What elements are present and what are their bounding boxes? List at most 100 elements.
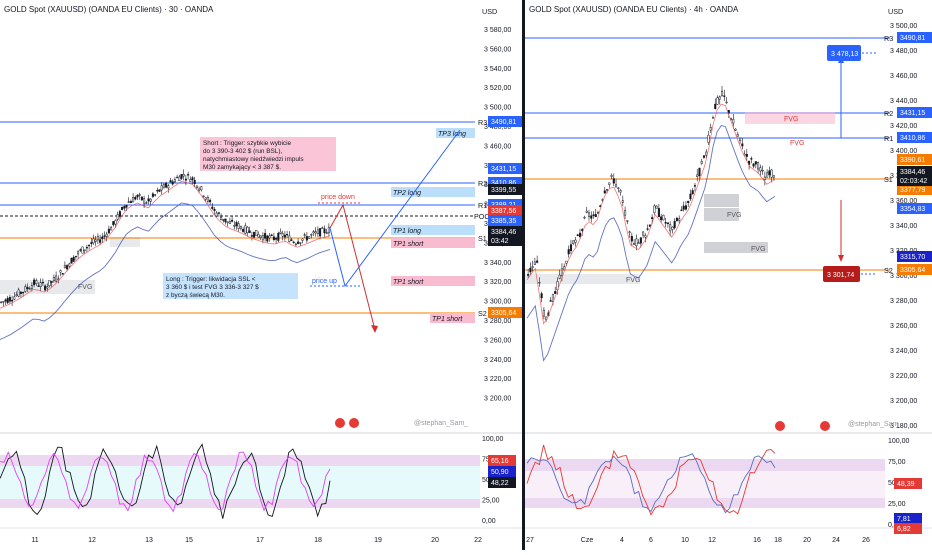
candle-body bbox=[19, 291, 22, 294]
price-tick-label: 3 540,00 bbox=[484, 66, 511, 73]
level-tag bbox=[897, 184, 932, 195]
pane-divider[interactable] bbox=[522, 0, 525, 550]
price-tick-label: 3 520,00 bbox=[484, 85, 511, 92]
candle-body bbox=[592, 214, 595, 216]
candle-body bbox=[653, 205, 656, 213]
level-tag bbox=[488, 116, 522, 127]
price-tag-value: 3390,61 bbox=[900, 157, 925, 164]
candle-body bbox=[639, 237, 642, 244]
candle-body bbox=[55, 275, 58, 282]
level-tag-value: 3377,79 bbox=[900, 187, 925, 194]
candle-body bbox=[314, 231, 317, 234]
right-up-callout[interactable] bbox=[827, 45, 861, 61]
left-tp1-short-box-a[interactable] bbox=[391, 238, 475, 248]
rsi-tag-value: 50,90 bbox=[491, 469, 509, 476]
candle-body bbox=[189, 179, 192, 182]
candle-body bbox=[594, 214, 597, 218]
candle-body bbox=[759, 167, 762, 172]
right-chart-pane[interactable]: GOLD Spot (XAUUSD) (OANDA EU Clients) · … bbox=[525, 5, 932, 544]
candle-body bbox=[187, 174, 190, 176]
candle-body bbox=[180, 174, 183, 179]
left-us-flag-icon-2[interactable] bbox=[349, 418, 359, 428]
price-tick-label: 3 340,00 bbox=[890, 223, 917, 230]
left-long-note-box[interactable] bbox=[163, 273, 298, 299]
candle-body bbox=[248, 230, 251, 233]
price-tick-label: 3 280,00 bbox=[890, 298, 917, 305]
price-tick-label: 3 400,00 bbox=[890, 148, 917, 155]
time-tick-label: 12 bbox=[88, 537, 96, 544]
candle-body bbox=[646, 228, 649, 230]
candle-body bbox=[603, 190, 606, 194]
time-tick-label: 18 bbox=[314, 537, 322, 544]
candle-body bbox=[768, 170, 771, 176]
candle-body bbox=[540, 293, 543, 299]
price-tag bbox=[897, 166, 932, 177]
candle-body bbox=[673, 221, 676, 229]
left-fvg-label: FVG bbox=[78, 284, 92, 291]
right-up-callout-value: 3 478,13 bbox=[831, 51, 858, 58]
left-tp2-long-box[interactable] bbox=[391, 187, 475, 197]
candle-body bbox=[217, 212, 220, 214]
candle-body bbox=[96, 236, 99, 241]
level-tag-value: 3305,64 bbox=[491, 310, 516, 317]
left-tp1-long-box[interactable] bbox=[391, 225, 475, 235]
candle-body bbox=[745, 154, 748, 157]
rsi-tag-value: 48,22 bbox=[491, 480, 509, 487]
level-tag-value: 3490,81 bbox=[900, 35, 925, 42]
rsi-signal-line bbox=[0, 451, 331, 513]
moving-average-slow bbox=[0, 202, 331, 341]
left-tp1-short-box-b[interactable] bbox=[391, 276, 475, 286]
left-tp3-long-box[interactable] bbox=[436, 128, 475, 138]
left-us-flag-icon[interactable] bbox=[335, 418, 345, 428]
candle-body bbox=[140, 196, 143, 201]
rsi-tag-value: 65,16 bbox=[491, 458, 509, 465]
candle-body bbox=[702, 155, 706, 158]
candle-body bbox=[41, 281, 44, 284]
right-us-flag-icon[interactable] bbox=[775, 421, 785, 431]
candle-body bbox=[11, 299, 14, 302]
candle-body bbox=[605, 189, 609, 191]
right-s2-label: S2 bbox=[884, 266, 893, 275]
candle-body bbox=[680, 209, 683, 212]
candle-body bbox=[608, 182, 611, 185]
right-fvg-label-4: FVG bbox=[751, 246, 765, 253]
price-tag bbox=[897, 203, 932, 214]
candle-body bbox=[125, 204, 128, 208]
right-down-callout[interactable] bbox=[823, 266, 860, 282]
right-time-axis[interactable]: 27 Cze 4 6 10 12 16 18 20 24 26 bbox=[526, 537, 870, 544]
time-tick-label: 16 bbox=[753, 537, 761, 544]
candle-body bbox=[13, 296, 16, 300]
rsi-tag-value: 7,81 bbox=[897, 516, 911, 523]
candle-body bbox=[272, 236, 275, 241]
candle-body bbox=[585, 210, 588, 213]
left-chart-pane[interactable]: GOLD Spot (XAUUSD) (OANDA EU Clients) · … bbox=[0, 5, 522, 544]
candle-body bbox=[17, 289, 20, 297]
candle-body bbox=[226, 221, 229, 223]
right-us-flag-icon-2[interactable] bbox=[820, 421, 830, 431]
candle-body bbox=[734, 128, 737, 131]
candle-body bbox=[637, 242, 640, 244]
price-tick-label: 3 280,00 bbox=[484, 318, 511, 325]
price-tag-value: 3384,46 bbox=[900, 169, 925, 176]
time-tick-label: 20 bbox=[803, 537, 811, 544]
price-tick-label: 3 180,00 bbox=[890, 423, 917, 430]
left-short-note-box[interactable] bbox=[200, 137, 336, 171]
candle-body bbox=[660, 216, 663, 220]
price-tick-label: 3 220,00 bbox=[890, 373, 917, 380]
candle-body bbox=[264, 233, 267, 239]
candle-body bbox=[154, 194, 157, 196]
candle-body bbox=[723, 95, 726, 97]
price-tick-label: 3 360,00 bbox=[890, 198, 917, 205]
right-chart-title: GOLD Spot (XAUUSD) (OANDA EU Clients) · … bbox=[529, 5, 739, 14]
level-tag-value: 3431,15 bbox=[900, 110, 925, 117]
left-tp1-short-box-c[interactable] bbox=[430, 313, 475, 323]
left-time-axis[interactable]: 11 12 13 15 17 18 19 20 22 bbox=[31, 537, 482, 544]
candle-body bbox=[316, 229, 319, 234]
price-tick-label: 3 260,00 bbox=[484, 337, 511, 344]
candle-body bbox=[705, 151, 708, 156]
candle-body bbox=[574, 239, 577, 243]
candle-body bbox=[626, 220, 629, 222]
candle-body bbox=[37, 285, 40, 287]
candle-body bbox=[77, 251, 80, 255]
time-tick-label: 20 bbox=[431, 537, 439, 544]
